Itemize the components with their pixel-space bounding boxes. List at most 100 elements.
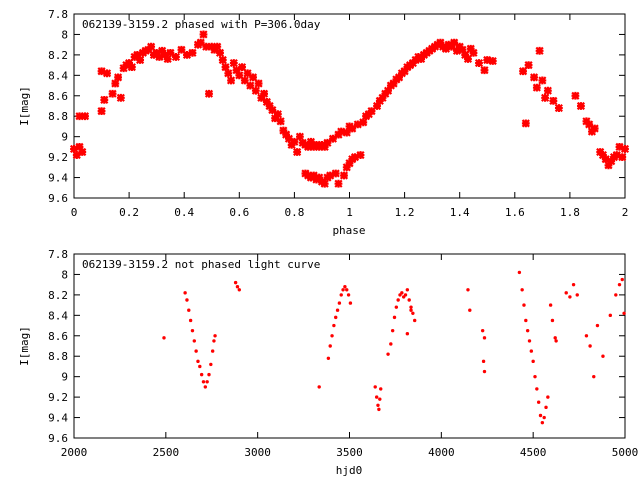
data-point [584,334,589,338]
data-point [212,339,216,343]
x-tick-label: 1 [346,206,353,219]
plot-title: 062139-3159.2 phased with P=306.0day [82,18,321,31]
data-point [483,55,492,65]
data-point [201,380,206,384]
x-tick-label: 3000 [244,446,271,459]
data-point [69,144,79,154]
x-tick-label: 3500 [336,446,363,459]
data-point [372,101,382,111]
data-point [389,79,398,88]
data-point [441,44,451,53]
data-point [341,288,345,292]
y-tick-label: 8.8 [48,350,68,363]
y-tick-label: 9.4 [48,172,68,185]
data-point [332,323,336,328]
y-axis-ticks: 7.8 8 8.2 8.4 8.6 8.8 9 9.2 9.4 9.6 [48,248,625,445]
data-point [182,50,192,59]
data-point [136,55,145,65]
data-point [620,277,624,282]
data-point [535,46,544,55]
data-point [595,323,600,328]
data-point [282,130,291,139]
y-tick-label: 9.2 [48,151,68,164]
y-tick-label: 8.6 [48,330,68,343]
data-point [373,385,377,389]
x-tick-label: 2000 [61,446,88,459]
data-point [185,298,189,302]
data-point [345,288,349,292]
data-point [524,61,533,70]
data-point [376,403,380,407]
data-point [359,118,368,127]
data-point [345,159,354,168]
data-point [436,38,445,47]
x-tick-label: 1.2 [395,206,415,219]
data-point [309,171,318,180]
y-tick-label: 9.6 [48,432,68,445]
data-point [575,293,579,297]
data-point [529,349,534,353]
y-tick-label: 7.8 [48,8,68,21]
data-point [622,311,626,315]
data-point [330,334,334,338]
data-point [538,413,543,418]
data-point [248,73,258,82]
plot-frame [73,253,626,439]
data-point [531,359,535,364]
x-tick-label: 0.8 [284,206,304,219]
data-point [147,42,156,51]
data-point [542,415,546,420]
data-point [392,315,397,320]
data-point [218,55,227,65]
data-point [125,58,134,68]
data-point [339,293,343,297]
x-tick-label: 1.6 [505,206,525,219]
data-point [196,359,200,364]
data-points [162,270,626,425]
x-tick-label: 2 [622,206,629,219]
data-point [273,110,282,119]
x-tick-label: 1.4 [450,206,470,219]
data-point [342,128,351,137]
x-tick-label: 4500 [520,446,547,459]
data-point [237,288,241,292]
x-tick-label: 0.6 [229,206,249,219]
data-point [221,63,230,72]
data-point [304,142,313,151]
data-point [585,120,594,129]
data-point [196,38,205,47]
y-tick-label: 9.4 [48,412,68,425]
data-point [620,144,630,154]
data-point [409,308,413,312]
data-point [226,76,236,85]
data-point [482,369,487,374]
data-point [488,56,497,66]
data-point [166,48,175,57]
data-point [481,359,486,364]
data-point [190,328,195,333]
data-point [530,73,539,82]
data-point [203,385,208,389]
x-tick-label: 5000 [612,446,639,459]
data-point [518,67,528,76]
data-point [409,305,413,309]
data-point [520,288,524,292]
data-point [598,150,608,160]
data-point [78,147,87,157]
data-point [326,356,331,360]
data-point [160,50,169,59]
data-point [260,89,269,98]
data-point [75,142,84,151]
data-point [417,54,426,64]
data-point [346,293,351,297]
data-point [468,308,472,312]
y-tick-label: 8.4 [48,309,68,322]
data-point [386,352,390,356]
data-point [482,336,487,340]
data-point [246,81,255,90]
data-point [548,303,553,307]
x-axis-ticks: 2000 2500 3000 3500 4000 4500 5000 [61,254,639,459]
data-point [608,313,613,318]
data-point [339,171,349,180]
y-axis-ticks: 7.8 8 8.2 8.4 8.6 8.8 9 9.2 9.4 9.6 [48,8,625,205]
